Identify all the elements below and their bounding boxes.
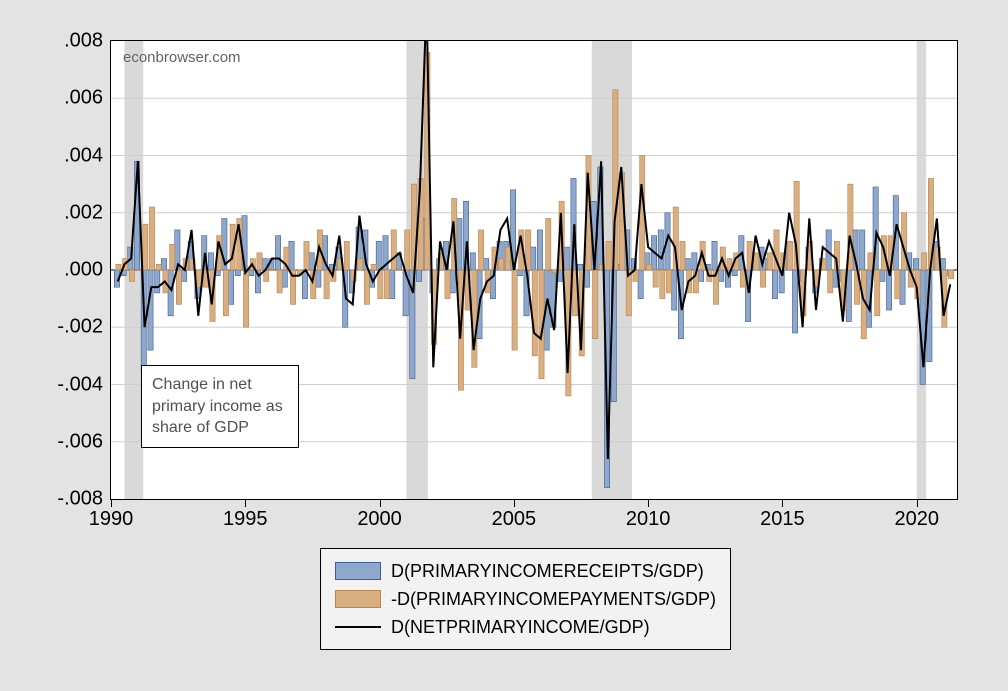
y-tick-label: .008 <box>64 30 103 53</box>
legend-item-payments: -D(PRIMARYINCOMEPAYMENTS/GDP) <box>335 585 716 613</box>
legend-label: D(PRIMARYINCOMERECEIPTS/GDP) <box>391 561 704 582</box>
legend-swatch-payments <box>335 590 381 608</box>
x-tick-label: 2010 <box>626 508 671 531</box>
y-tick-label: .004 <box>64 144 103 167</box>
x-tick-label: 2000 <box>357 508 402 531</box>
plot-area: econbrowser.com Change in net primary in… <box>110 40 958 500</box>
legend-item-net: D(NETPRIMARYINCOME/GDP) <box>335 613 716 641</box>
legend-swatch-receipts <box>335 562 381 580</box>
annotation-box: Change in net primary income as share of… <box>141 365 299 448</box>
chart-frame: econbrowser.com Change in net primary in… <box>0 0 1008 691</box>
y-tick-label: .000 <box>64 259 103 282</box>
legend: D(PRIMARYINCOMERECEIPTS/GDP) -D(PRIMARYI… <box>320 548 731 650</box>
legend-label: -D(PRIMARYINCOMEPAYMENTS/GDP) <box>391 589 716 610</box>
legend-item-receipts: D(PRIMARYINCOMERECEIPTS/GDP) <box>335 557 716 585</box>
x-tick-label: 1995 <box>223 508 268 531</box>
legend-label: D(NETPRIMARYINCOME/GDP) <box>391 617 650 638</box>
x-tick-label: 1990 <box>89 508 134 531</box>
y-tick-label: .002 <box>64 201 103 224</box>
source-label: econbrowser.com <box>123 49 241 66</box>
legend-line-net <box>335 626 381 628</box>
x-tick-label: 2015 <box>760 508 805 531</box>
y-tick-label: -.002 <box>57 316 103 339</box>
y-tick-label: .006 <box>64 87 103 110</box>
y-tick-label: -.004 <box>57 373 103 396</box>
y-tick-label: -.006 <box>57 430 103 453</box>
x-tick-label: 2020 <box>894 508 939 531</box>
x-tick-label: 2005 <box>492 508 537 531</box>
